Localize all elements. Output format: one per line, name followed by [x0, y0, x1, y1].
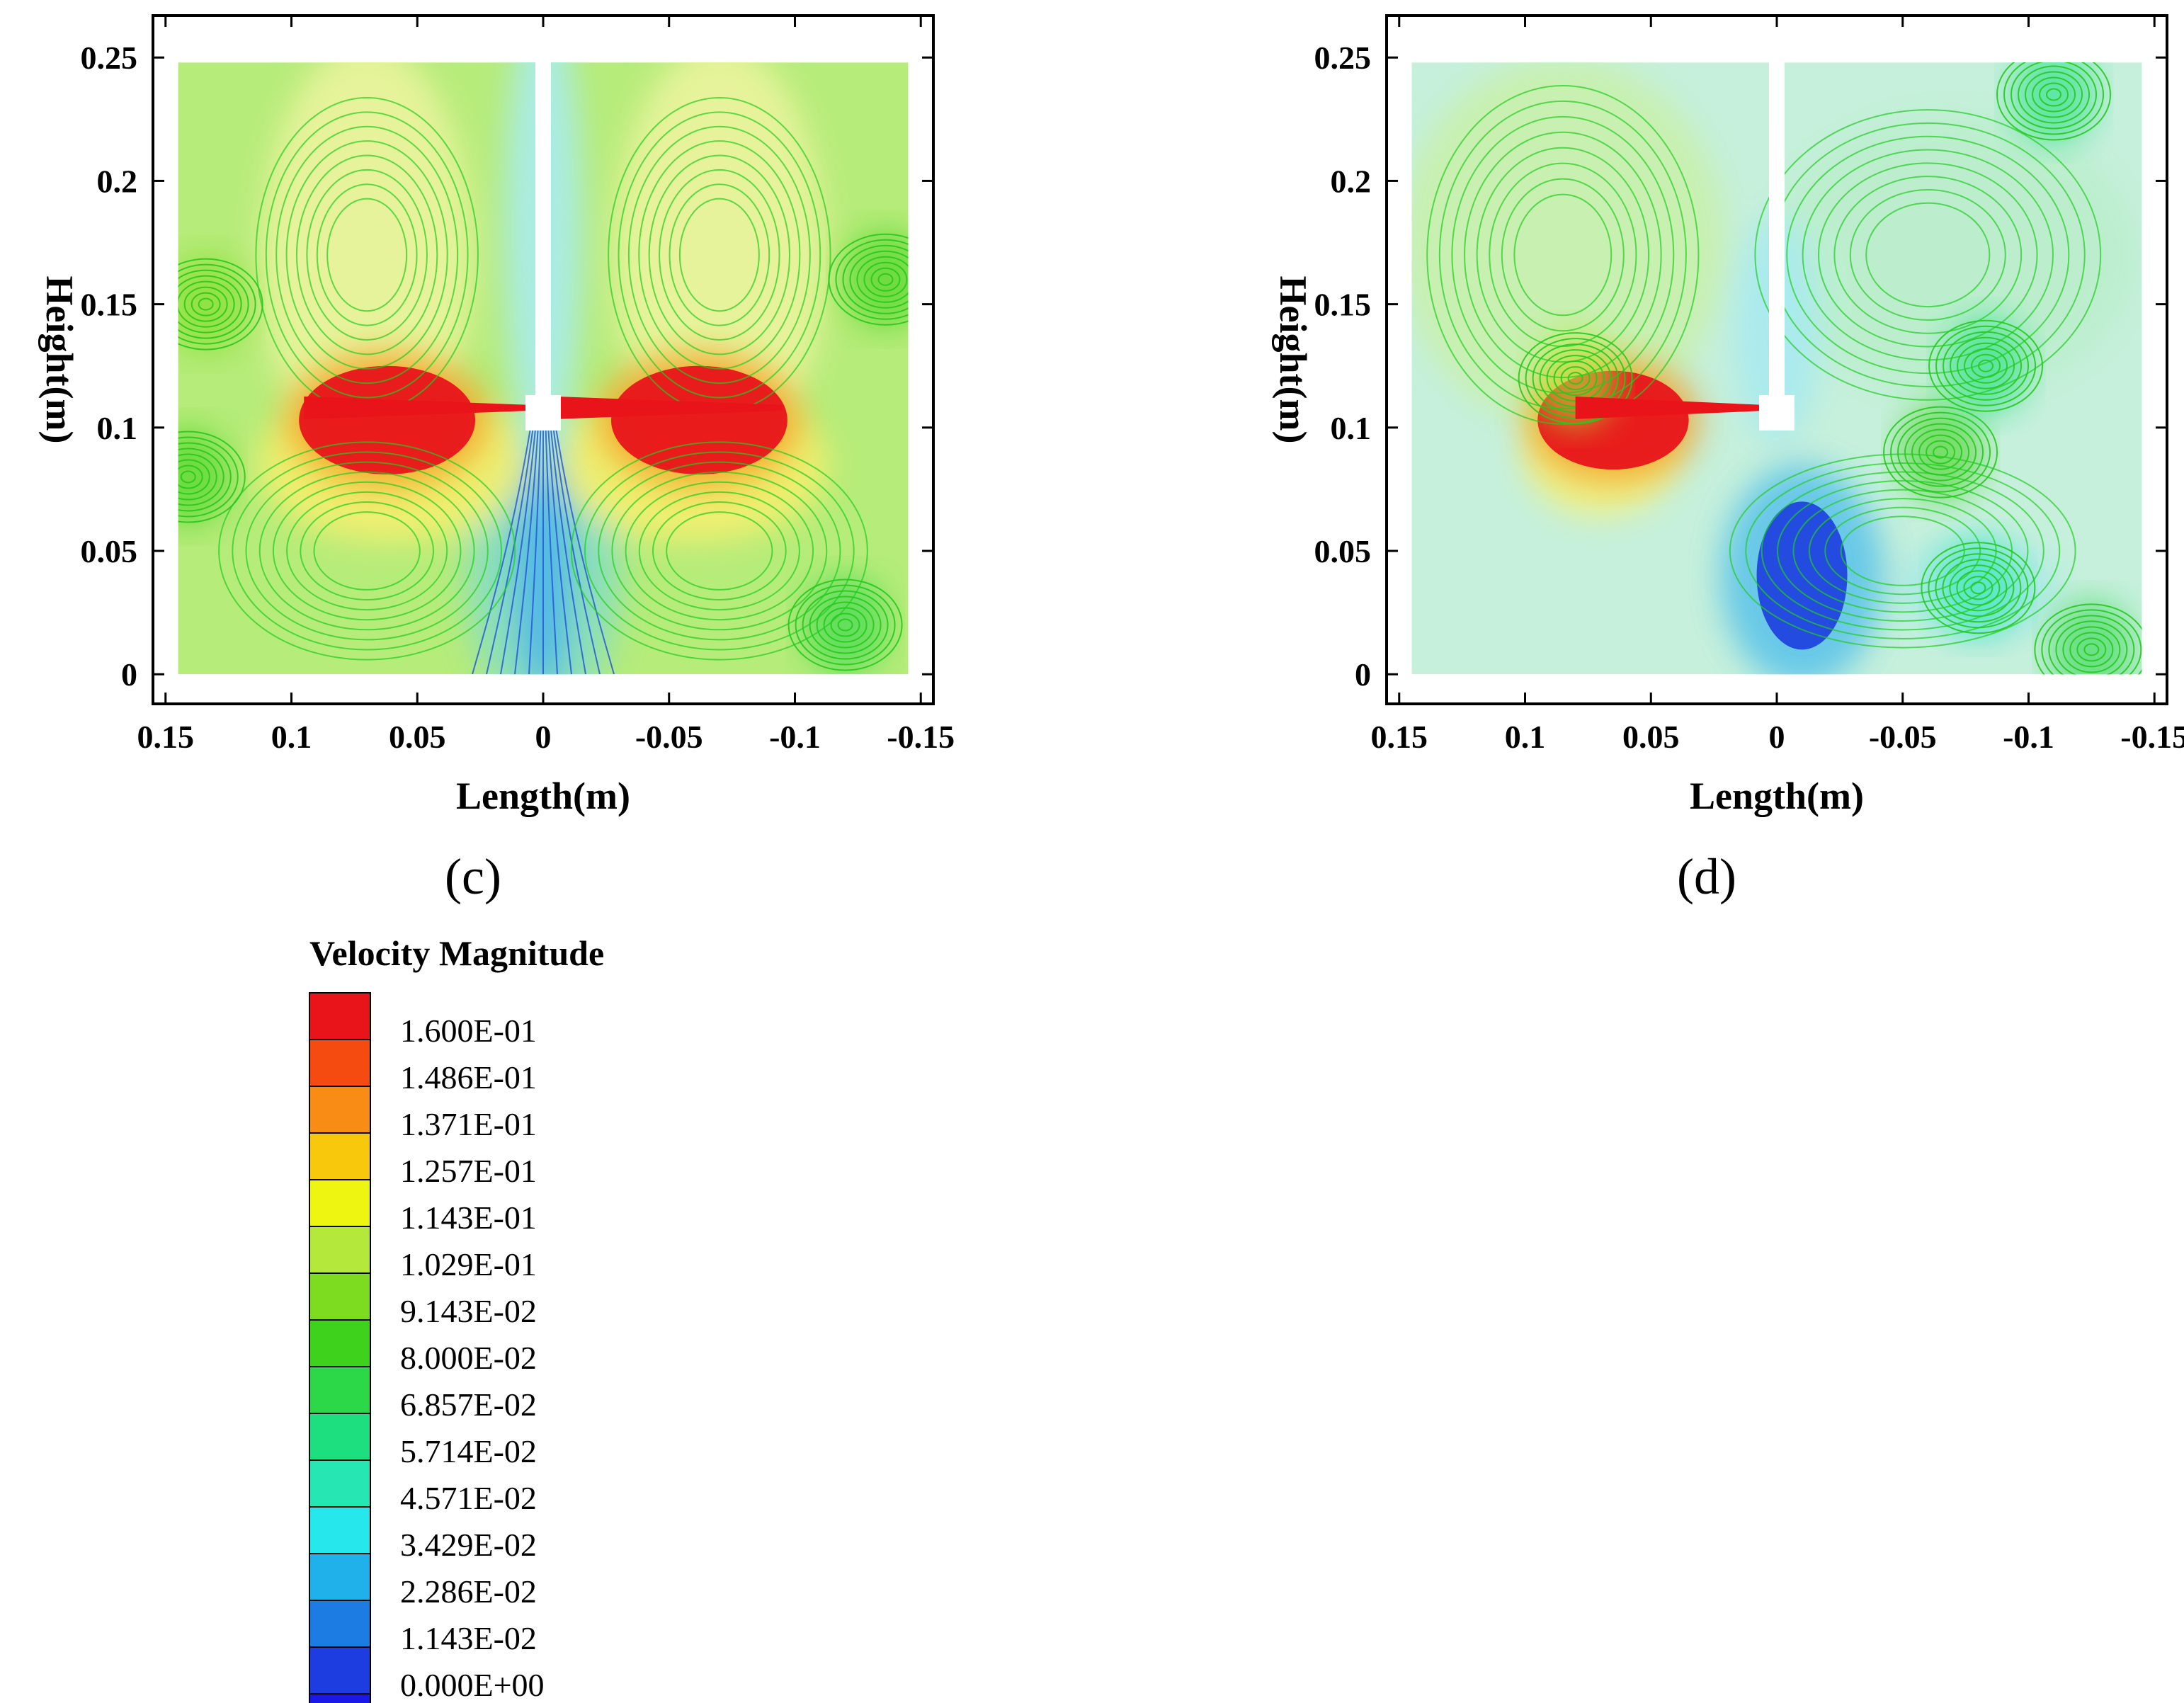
y-tick-label: 0.15	[1314, 287, 1372, 323]
legend-level-label: 3.429E-02	[400, 1527, 537, 1563]
vortex	[178, 427, 246, 527]
high-velocity-region	[610, 365, 787, 475]
legend-swatch	[309, 1179, 371, 1227]
impeller-hub	[1759, 394, 1795, 431]
vortex	[828, 229, 909, 329]
legend-swatch	[309, 1413, 371, 1461]
legend-swatch	[309, 1693, 371, 1703]
legend-swatch	[309, 992, 371, 1040]
legend-level-label: 4.571E-02	[400, 1480, 537, 1516]
panel-d: 0.15 0.1 0.05 0 -0.05 -0.1 -0.15 0 0.05 0.1 0.15 0.…	[1272, 14, 2184, 817]
y-tick-label: 0.25	[81, 40, 138, 76]
x-tick-label: -0.1	[2003, 719, 2054, 755]
x-tick-label: -0.15	[887, 719, 955, 755]
vortex	[1921, 538, 2036, 638]
panel-label-c: (c)	[445, 848, 501, 905]
legend-level-label: 8.000E-02	[400, 1340, 537, 1376]
legend-swatch	[309, 1366, 371, 1414]
y-axis-label: Height(m)	[38, 276, 81, 444]
impeller-blade-jet	[555, 396, 783, 419]
vortex	[1996, 62, 2112, 144]
legend-level-label: 1.600E-01	[400, 1013, 537, 1049]
x-tick-label: -0.05	[635, 719, 703, 755]
x-tick-label: 0.05	[389, 719, 446, 755]
y-tick-label: 0.05	[81, 533, 138, 569]
panel-c: 0.15 0.1 0.05 0 -0.05 -0.1 -0.15 0 0.05 0.1 0.15 0.…	[38, 14, 955, 817]
x-tick-label: -0.1	[769, 719, 821, 755]
legend-swatch	[309, 1600, 371, 1648]
x-axis-label: Length(m)	[456, 775, 630, 817]
legend-swatch	[309, 1553, 371, 1601]
x-tick-label: 0.15	[1371, 719, 1428, 755]
vortex	[1883, 402, 1998, 502]
legend-level-label: 6.857E-02	[400, 1386, 537, 1423]
x-tick-label: 0.1	[1505, 719, 1546, 755]
x-tick-label: -0.05	[1869, 719, 1937, 755]
legend-swatch	[309, 1132, 371, 1180]
legend-level-label: 1.257E-01	[400, 1153, 537, 1189]
impeller-shaft	[1769, 59, 1785, 408]
impeller-shaft	[535, 59, 551, 408]
impeller-hub	[525, 394, 561, 431]
y-tick-label: 0.2	[97, 163, 138, 199]
x-tick-label: 0.1	[271, 719, 312, 755]
impeller-blade-jet	[1575, 396, 1765, 419]
velocity-field	[178, 62, 909, 675]
field-lobe	[1768, 113, 2137, 397]
y-tick-label: 0.15	[81, 287, 138, 323]
legend-level-label: 1.143E-02	[400, 1620, 537, 1656]
legend-swatch	[309, 1086, 371, 1134]
y-tick-label: 0.05	[1314, 533, 1372, 569]
vortex	[787, 575, 903, 675]
legend-swatch	[309, 1319, 371, 1367]
y-tick-label: 0.2	[1331, 163, 1372, 199]
vortex	[2034, 600, 2142, 675]
y-tick-label: 0.1	[97, 410, 138, 446]
streamlines	[218, 97, 868, 661]
x-tick-label: 0	[1769, 719, 1785, 755]
legend-level-label: 1.486E-01	[400, 1059, 537, 1095]
legend-swatch	[309, 1226, 371, 1274]
legend-level-label: 1.029E-01	[400, 1246, 537, 1282]
legend-title: Velocity Magnitude	[309, 933, 604, 973]
legend-level-label: 9.143E-02	[400, 1293, 537, 1329]
legend-level-label: 1.371E-01	[400, 1106, 537, 1142]
field-lobe	[1411, 62, 1726, 427]
legend-swatch	[309, 1506, 371, 1554]
legend-level-label: 1.143E-01	[400, 1200, 537, 1236]
legend-swatch	[309, 1272, 371, 1321]
x-tick-label: -0.15	[2120, 719, 2184, 755]
y-axis-label: Height(m)	[1272, 276, 1314, 444]
impeller-blade-jet	[304, 396, 531, 419]
y-tick-label: 0.1	[1331, 410, 1372, 446]
legend-level-label: 0.000E+00	[400, 1667, 545, 1703]
velocity-legend: Velocity Magnitude 1.600E-01 1.486E-01 1.3…	[309, 933, 604, 1703]
y-tick-label: 0.25	[1314, 40, 1372, 76]
legend-swatch	[309, 1646, 371, 1695]
legend-swatch	[309, 1459, 371, 1508]
high-velocity-region	[299, 365, 476, 475]
legend-level-label: 5.714E-02	[400, 1433, 537, 1469]
x-tick-label: 0	[535, 719, 552, 755]
x-axis-label: Length(m)	[1690, 775, 1864, 817]
legend-level-label: 2.286E-02	[400, 1573, 537, 1610]
y-tick-label: 0	[121, 656, 137, 693]
y-tick-label: 0	[1355, 656, 1371, 693]
vortex	[178, 254, 263, 354]
x-tick-label: 0.15	[137, 719, 195, 755]
low-velocity-jet	[472, 415, 615, 675]
panel-label-d: (d)	[1677, 848, 1736, 905]
legend-swatch	[309, 1039, 371, 1087]
x-tick-label: 0.05	[1622, 719, 1680, 755]
